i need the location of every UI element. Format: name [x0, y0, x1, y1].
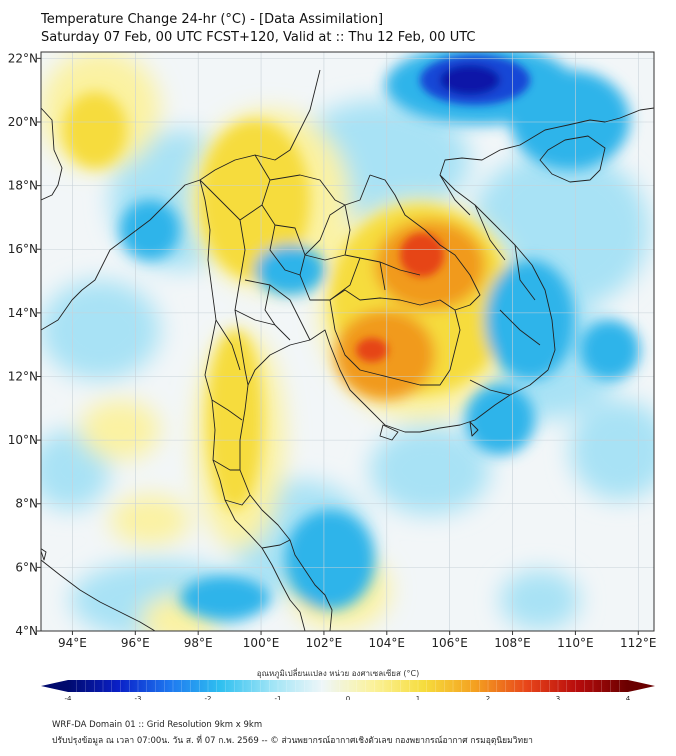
y-tick-label: 12°N: [8, 369, 38, 383]
chart-subtitle: Saturday 07 Feb, 00 UTC FCST+120, Valid …: [41, 30, 476, 45]
sumatra-coastline: [41, 559, 156, 631]
temperature-change-map: 94°E 96°E 98°E 100°E 102°E 104°E 106°E 108°E 110…: [8, 51, 657, 700]
x-tick-label: 96°E: [121, 636, 150, 650]
colorbar-gradient: [68, 680, 628, 692]
colorbar-tick-label: -2: [205, 695, 212, 700]
colorbar-min-extension: [41, 680, 68, 692]
colorbar-max-extension: [628, 680, 655, 692]
anomaly-cool-blob: [580, 320, 640, 380]
y-tick-label: 16°N: [8, 242, 38, 256]
colorbar-tick-label: -3: [135, 695, 142, 700]
myanmar-thailand-border: [199, 69, 321, 386]
southern-thailand-provinces: [211, 319, 291, 549]
laos-border: [299, 174, 481, 311]
y-tick-label: 20°N: [8, 115, 38, 129]
field-strong-layer: [63, 52, 640, 620]
colorbar-tick-label: 2: [486, 695, 490, 700]
anomaly-cool-blob: [285, 510, 375, 610]
thailand-provinces-northeast: [304, 204, 421, 301]
colorbar-tick-label: 4: [626, 695, 631, 700]
anomaly-warm-light-blob: [80, 400, 160, 460]
thailand-provinces-north: [239, 154, 346, 276]
colorbar-tick-label: -4: [65, 695, 73, 700]
anomaly-cool-blob: [485, 260, 575, 380]
footer-credit: ปรับปรุงข้อมูล ณ เวลา 07:00น. วัน ส. ที่…: [52, 736, 533, 746]
colorbar-tick-labels: -4 -3 -2 -1 0 1 2 3 4: [65, 695, 631, 700]
cambodia-thailand-border: [329, 289, 461, 386]
anomaly-warm-blob: [207, 330, 263, 510]
x-tick-label: 102°E: [306, 636, 343, 650]
colorbar-tick-label: 0: [346, 695, 350, 700]
colorbar-title: อุณหภูมิเปลี่ยนแปลง หน่วย องศาเซลเซียส (…: [256, 669, 420, 678]
y-tick-label: 6°N: [15, 560, 38, 574]
hainan-island-outline: [539, 135, 606, 183]
y-tick-label: 8°N: [15, 497, 38, 511]
coastlines-and-borders: [41, 69, 654, 631]
x-tick-label: 94°E: [58, 636, 87, 650]
colorbar-segment-lines: [76, 680, 620, 692]
y-tick-label: 18°N: [8, 179, 38, 193]
colorbar-tick-label: 3: [556, 695, 560, 700]
x-axis-ticks: 94°E 96°E 98°E 100°E 102°E 104°E 106°E 108°E 110…: [58, 631, 657, 650]
colorbar-tick-label: -1: [275, 695, 282, 700]
y-tick-label: 4°N: [15, 624, 38, 638]
y-axis-ticks: 22°N 20°N 18°N 16°N 14°N 12°N 10°N 8°N 6°N 4°N: [8, 51, 41, 638]
chart-title: Temperature Change 24-hr (°C) - [Data As…: [41, 12, 384, 27]
x-tick-label: 108°E: [494, 636, 531, 650]
x-tick-label: 98°E: [184, 636, 213, 650]
anomaly-cool-blob: [180, 576, 270, 620]
anomaly-cool-blob: [255, 245, 325, 295]
anomaly-hottest-blob: [356, 338, 388, 362]
thailand-provinces-central: [234, 279, 311, 341]
anomaly-cool-blob: [120, 200, 180, 260]
footer-model-info: WRF-DA Domain 01 :: Grid Resolution 9km …: [52, 720, 263, 730]
anomaly-cool-light-blob: [41, 280, 160, 380]
gulf-islands-outline: [41, 421, 479, 561]
x-tick-label: 110°E: [557, 636, 594, 650]
anomaly-coldest-blob: [440, 65, 500, 95]
x-tick-label: 100°E: [243, 636, 280, 650]
colorbar-tick-label: 1: [416, 695, 420, 700]
map-frame: [40, 51, 655, 632]
colorbar: -4 -3 -2 -1 0 1 2 3 4: [41, 680, 655, 700]
map-plot-area: [41, 52, 654, 631]
field-extreme-layer: [356, 55, 530, 362]
x-tick-label: 106°E: [431, 636, 468, 650]
vietnam-provinces: [439, 174, 541, 396]
anomaly-cool-light-blob: [500, 570, 580, 630]
anomaly-cool-light-blob: [370, 425, 490, 515]
graticule: [41, 52, 654, 631]
anomaly-warm-light-blob: [110, 495, 190, 545]
anomaly-hottest-blob: [400, 233, 444, 277]
x-tick-label: 112°E: [620, 636, 657, 650]
anomaly-warm-blob: [200, 120, 310, 280]
y-tick-label: 22°N: [8, 51, 38, 65]
y-tick-label: 14°N: [8, 306, 38, 320]
anomaly-cool-blob: [465, 385, 535, 455]
x-tick-label: 104°E: [369, 636, 406, 650]
y-tick-label: 10°N: [8, 433, 38, 447]
anomaly-cool-light-blob: [570, 400, 654, 500]
anomaly-warm-blob: [63, 92, 127, 168]
